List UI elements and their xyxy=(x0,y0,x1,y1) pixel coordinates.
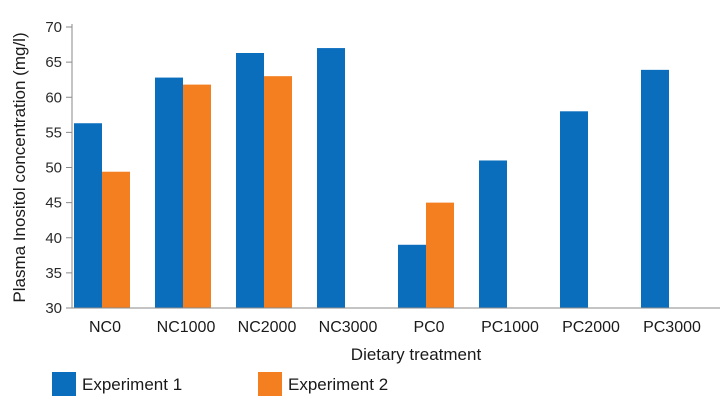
x-tick-label: NC2000 xyxy=(238,319,297,336)
y-tick-label: 50 xyxy=(45,160,62,177)
bar xyxy=(155,77,183,308)
y-tick-label: 30 xyxy=(45,300,62,317)
y-ticks: 30 35 40 45 50 55 60 65 70 xyxy=(45,19,72,317)
y-tick-label: 45 xyxy=(45,195,62,212)
bar xyxy=(102,171,130,308)
x-tick-label: NC0 xyxy=(89,319,121,336)
bar xyxy=(426,202,454,308)
x-tick-label: PC1000 xyxy=(481,319,539,336)
x-tick-label: NC3000 xyxy=(319,319,378,336)
y-tick-label: 35 xyxy=(45,265,62,282)
legend-label: Experiment 1 xyxy=(82,375,182,394)
y-tick-label: 60 xyxy=(45,89,62,106)
x-tick-label: PC3000 xyxy=(643,319,701,336)
bar xyxy=(74,123,102,309)
bar xyxy=(264,76,292,308)
bar xyxy=(236,52,264,309)
y-tick-label: 40 xyxy=(45,230,62,247)
bar xyxy=(479,160,507,308)
y-axis-title: Plasma Inositol concentration (mg/l) xyxy=(10,32,29,302)
legend-label: Experiment 2 xyxy=(288,375,388,394)
bar xyxy=(560,111,588,308)
x-tick-label: PC2000 xyxy=(562,319,620,336)
bars-layer xyxy=(74,48,669,309)
y-tick-label: 65 xyxy=(45,54,62,71)
x-tick-label: PC0 xyxy=(413,319,444,336)
legend-swatch xyxy=(52,372,76,396)
y-tick-label: 70 xyxy=(45,19,62,36)
axes-layer xyxy=(71,24,720,309)
legend: Experiment 1 Experiment 2 xyxy=(52,372,388,396)
x-tick-labels: NC0 NC1000 NC2000 NC3000 PC0 PC1000 PC2000 PC30… xyxy=(89,319,701,336)
bar xyxy=(183,84,211,308)
x-axis-title: Dietary treatment xyxy=(351,345,482,364)
bar xyxy=(641,69,669,308)
legend-swatch xyxy=(258,372,282,396)
bar xyxy=(398,244,426,308)
y-tick-label: 55 xyxy=(45,124,62,141)
x-tick-label: NC1000 xyxy=(157,319,216,336)
bar xyxy=(317,48,345,308)
